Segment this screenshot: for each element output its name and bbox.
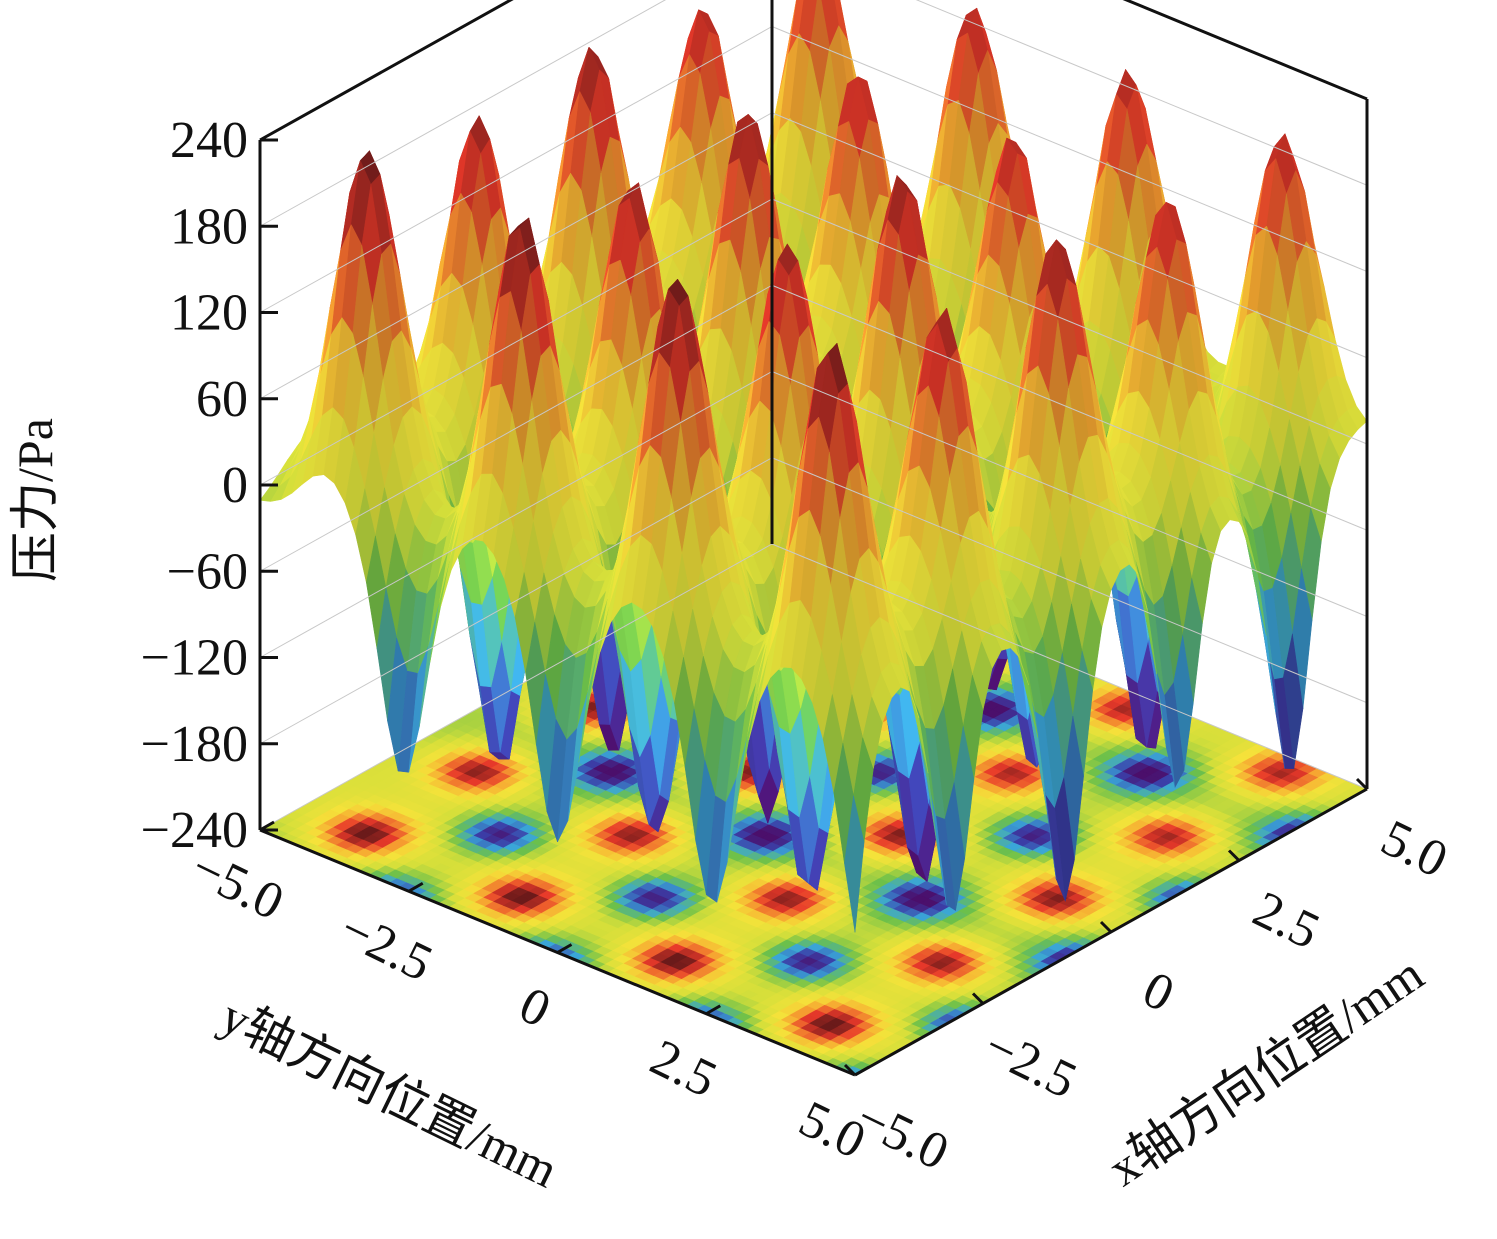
chart-svg: 240180120600−60−120−180−240−5.0−2.502.55… xyxy=(0,0,1497,1234)
